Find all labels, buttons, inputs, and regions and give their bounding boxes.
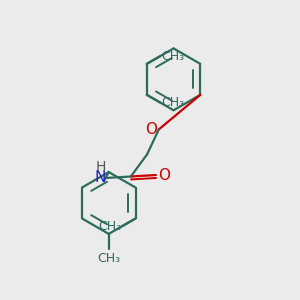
Text: O: O — [158, 167, 170, 182]
Text: CH₃: CH₃ — [161, 50, 184, 63]
Text: CH₃: CH₃ — [97, 252, 120, 265]
Text: CH₃: CH₃ — [98, 220, 121, 232]
Text: CH₃: CH₃ — [161, 96, 184, 109]
Text: H: H — [95, 160, 106, 174]
Text: O: O — [145, 122, 157, 137]
Text: N: N — [94, 170, 106, 185]
